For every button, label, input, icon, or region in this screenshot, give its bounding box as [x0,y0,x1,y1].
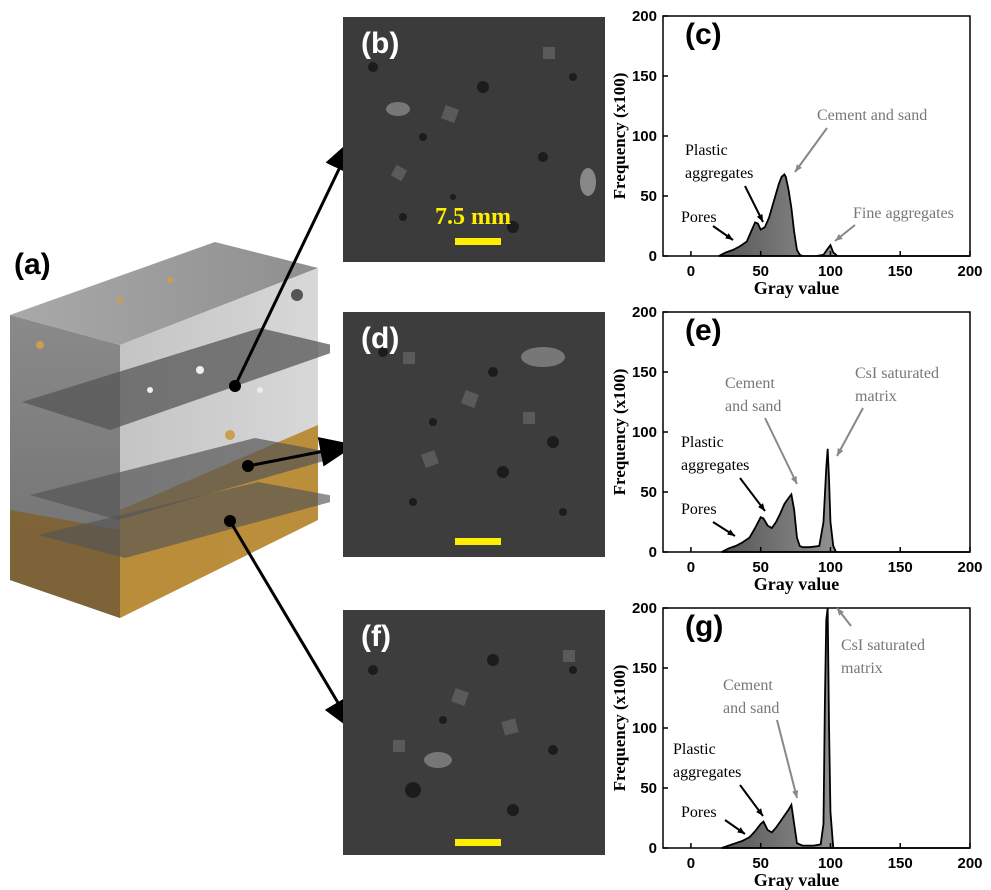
y-tick-label: 50 [640,188,657,205]
x-axis-label: Gray value [754,870,840,890]
ct-slice-f: (f) [343,610,605,855]
annotation-arrowhead [727,529,735,536]
x-tick-label: 50 [752,855,769,872]
annotation-label: Cement [723,677,773,694]
panel-label-e: (e) [685,314,722,347]
x-tick-label: 150 [888,559,913,576]
specimen-3d-block [10,242,330,618]
x-tick-label: 200 [957,855,982,872]
y-tick-label: 100 [632,720,657,737]
y-tick-label: 0 [649,544,657,561]
x-tick-label: 200 [957,263,982,280]
y-axis-label: Frequency (x100) [610,665,629,792]
panel-label-b: (b) [361,27,400,60]
y-axis-label: Frequency (x100) [610,73,629,200]
annotation-arrow [836,407,864,457]
scale-bar-f [455,839,501,846]
y-tick-label: 200 [632,304,657,321]
annotation-arrowhead [795,164,802,172]
x-axis-label: Gray value [754,574,840,594]
histogram-area [721,448,970,553]
scale-bar-b [455,238,501,245]
x-tick-label: 100 [818,559,843,576]
annotation-label: and sand [723,700,779,717]
annotation-arrowhead [790,476,797,484]
ct-slice-b: (b) 7.5 mm [343,17,605,262]
x-tick-label: 150 [888,263,913,280]
x-tick-label: 200 [957,559,982,576]
y-tick-label: 100 [632,424,657,441]
annotation-label: and sand [725,398,781,415]
histogram-c: 0 50 100 150 200 0 50 100 150 200 Gray value Freque… [605,0,991,298]
y-tick-label: 200 [632,600,657,617]
annotation-label: Plastic [681,434,724,451]
y-tick-label: 150 [632,660,657,677]
annotation-label: CsI saturated [841,637,925,654]
histogram-area [721,607,970,849]
y-tick-label: 150 [632,364,657,381]
annotation-arrowhead [837,608,844,616]
x-tick-label: 50 [752,263,769,280]
x-tick-label: 0 [687,559,695,576]
annotation-arrow [764,417,798,485]
x-tick-label: 0 [687,263,695,280]
annotation-arrowhead [835,233,843,241]
annotation-label: Pores [681,209,717,226]
panel-label-c: (c) [685,18,722,51]
x-tick-label: 100 [818,263,843,280]
y-tick-label: 200 [632,8,657,25]
scale-bar-d [455,538,501,545]
histogram-area [718,173,970,257]
ct-slice-d: (d) [343,312,605,557]
scale-bar-label: 7.5 mm [435,204,511,230]
annotation-arrowhead [792,790,799,798]
annotation-arrowhead [756,808,763,816]
histogram-e: 0 50 100 150 200 0 50 100 150 200 Gray value Freque… [605,296,991,594]
annotation-arrowhead [725,233,733,240]
panel-label-g: (g) [685,610,724,643]
annotation-arrow [776,719,798,799]
annotation-arrowhead [837,448,844,456]
annotation-arrowhead [756,214,763,222]
y-tick-label: 100 [632,128,657,145]
annotation-label: Fine aggregates [853,205,954,222]
annotation-label: matrix [855,388,897,405]
annotation-label: CsI saturated [855,365,939,382]
annotation-label: Cement and sand [817,107,927,124]
y-tick-label: 50 [640,780,657,797]
annotation-label: aggregates [681,457,749,474]
annotation-arrowhead [737,827,745,834]
x-tick-label: 0 [687,855,695,872]
annotation-label: Cement [725,375,775,392]
y-tick-label: 150 [632,68,657,85]
y-tick-label: 50 [640,484,657,501]
panel-label-f: (f) [361,620,391,653]
x-axis-label: Gray value [754,278,840,298]
annotation-arrowhead [758,503,765,511]
y-tick-label: 0 [649,840,657,857]
y-axis-label: Frequency (x100) [610,369,629,496]
panel-label-a: (a) [14,248,51,281]
annotation-label: matrix [841,660,883,677]
annotation-label: Pores [681,804,717,821]
annotation-label: Plastic [685,142,728,159]
annotation-label: Plastic [673,741,716,758]
x-tick-label: 50 [752,559,769,576]
panel-label-d: (d) [361,322,400,355]
x-tick-label: 100 [818,855,843,872]
annotation-label: Pores [681,501,717,518]
annotation-arrow [794,127,828,173]
x-tick-label: 150 [888,855,913,872]
y-tick-label: 0 [649,248,657,265]
histogram-g: 0 50 100 150 200 0 50 100 150 200 Gray value Freque… [605,592,991,890]
annotation-label: aggregates [685,165,753,182]
annotation-label: aggregates [673,764,741,781]
